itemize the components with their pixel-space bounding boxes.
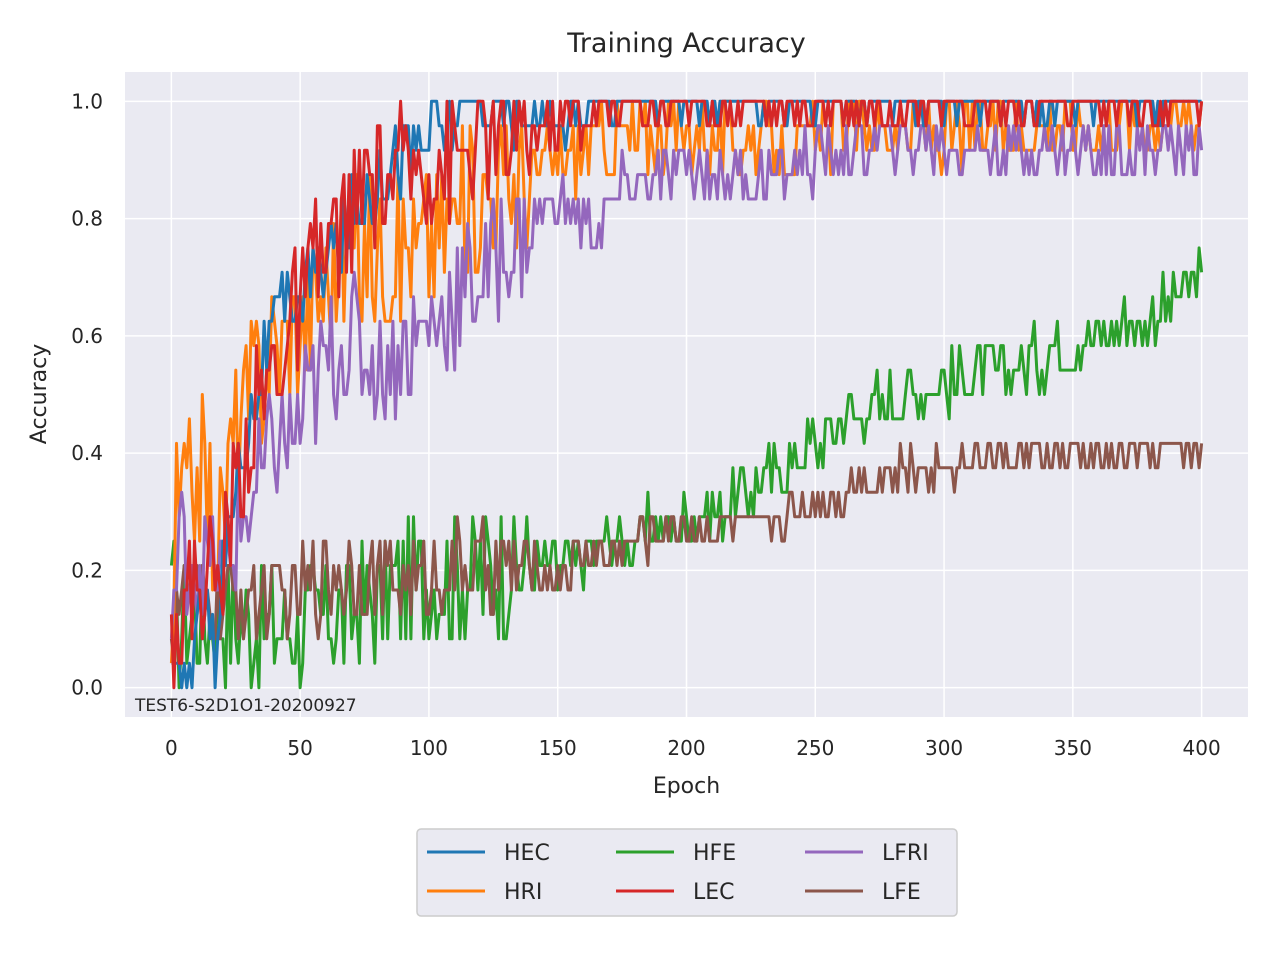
x-tick-label: 200	[667, 736, 705, 760]
x-tick-label: 300	[925, 736, 963, 760]
x-tick-label: 50	[287, 736, 312, 760]
series-line-hfe	[169, 246, 1204, 690]
x-tick-label: 0	[165, 736, 178, 760]
series-line-lec	[169, 99, 1204, 690]
y-tick-label: 0.2	[71, 558, 103, 582]
y-axis-label: Accuracy	[27, 344, 52, 444]
legend: HEC HRI HFE LEC LFRI LFE	[416, 828, 958, 917]
x-tick-label: 150	[539, 736, 577, 760]
legend-label-lec: LEC	[693, 880, 735, 905]
series-layer	[169, 99, 1204, 690]
legend-frame	[416, 828, 958, 917]
x-tick-label: 250	[796, 736, 834, 760]
legend-label-hec: HEC	[504, 841, 550, 866]
x-tick-label: 100	[410, 736, 448, 760]
series-line-lfe	[169, 441, 1204, 665]
y-tick-label: 0.6	[71, 324, 103, 348]
y-tick-label: 0.8	[71, 207, 103, 231]
legend-label-lfri: LFRI	[882, 841, 929, 866]
legend-label-lfe: LFE	[882, 880, 921, 905]
y-tick-label: 0.0	[71, 676, 103, 700]
legend-label-hfe: HFE	[693, 841, 736, 866]
run-id-annotation: TEST6-S2D1O1-20200927	[134, 696, 357, 716]
axis-ticks: 0 50 100 150 200 250 300 350 400 0.0 0.2 0.4 0.6 0.8 1…	[71, 89, 1221, 760]
chart-title: Training Accuracy	[566, 28, 805, 59]
legend-label-hri: HRI	[504, 880, 542, 905]
series-line-hri	[169, 99, 1204, 664]
y-tick-label: 0.4	[71, 441, 103, 465]
x-tick-label: 400	[1183, 736, 1221, 760]
x-tick-label: 350	[1054, 736, 1092, 760]
y-tick-label: 1.0	[71, 89, 103, 113]
x-axis-label: Epoch	[653, 774, 720, 799]
series-line-lfri	[169, 124, 1204, 639]
